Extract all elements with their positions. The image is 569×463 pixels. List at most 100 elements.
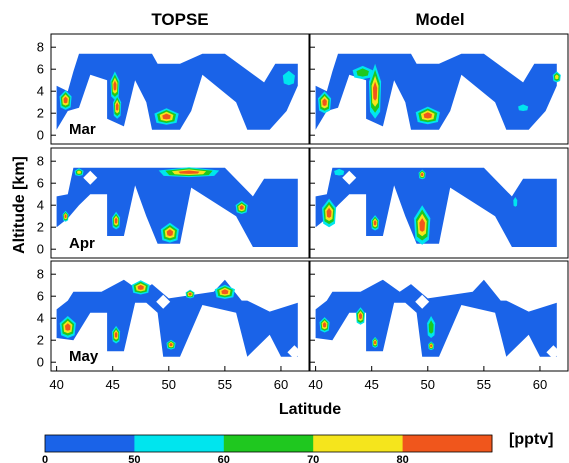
y-tick-label: 2 (37, 220, 44, 235)
contour-feature (518, 104, 529, 111)
panel-frame (309, 33, 569, 145)
contour-feature (113, 80, 117, 91)
month-label: Mar (69, 121, 96, 138)
colorbar-segment (223, 435, 314, 452)
y-tick-label: 6 (37, 176, 44, 191)
contour-feature (334, 168, 345, 176)
contour-feature (420, 172, 424, 177)
y-tick-label: 2 (37, 333, 44, 348)
x-tick-label: 40 (308, 377, 322, 392)
panel-mar-model (315, 53, 561, 131)
month-label: Apr (69, 235, 95, 252)
contour-feature (239, 205, 244, 210)
contour-feature (423, 112, 432, 119)
contour-feature (114, 331, 118, 338)
panel-mar-topse (56, 53, 302, 131)
y-tick-label: 0 (37, 355, 44, 370)
colorbar-tick-label: 60 (218, 454, 230, 463)
panel-apr-topse (56, 167, 298, 247)
data-gap (546, 116, 561, 131)
x-tick-label: 45 (105, 377, 119, 392)
colorbar-tick-label: 50 (128, 454, 140, 463)
y-tick-label: 0 (37, 128, 44, 143)
y-tick-label: 6 (37, 62, 44, 77)
contour-feature (115, 102, 119, 111)
contour-feature (322, 98, 327, 106)
y-tick-label: 8 (37, 154, 44, 169)
y-tick-label: 6 (37, 289, 44, 304)
colorbar-segment (313, 435, 404, 452)
x-tick-label: 55 (477, 377, 491, 392)
y-tick-label: 8 (37, 267, 44, 282)
panel-frame (50, 33, 310, 145)
panel-title-topse: TOPSE (151, 10, 208, 29)
panel-title-model: Model (415, 10, 464, 29)
y-tick-label: 2 (37, 106, 44, 121)
contour-feature (63, 96, 68, 104)
contour-feature (430, 344, 433, 348)
panel-frame (309, 260, 569, 372)
contour-feature (428, 320, 434, 334)
colorbar-tick-label: 80 (396, 454, 408, 463)
contour-feature (162, 113, 171, 120)
panel-frame (50, 147, 310, 259)
contour-feature (65, 323, 71, 331)
contour-feature (373, 81, 378, 101)
contour-feature (282, 70, 295, 86)
data-gap (156, 294, 171, 309)
contour-feature (64, 214, 67, 219)
x-tick-label: 40 (49, 377, 63, 392)
data-gap (342, 170, 357, 185)
y-tick-label: 4 (37, 311, 44, 326)
contour-feature (137, 284, 144, 290)
x-tick-label: 50 (162, 377, 176, 392)
x-tick-label: 45 (364, 377, 378, 392)
x-axis-label: Latitude (279, 401, 341, 418)
y-tick-label: 4 (37, 198, 44, 213)
colorbar-unit: [pptv] (509, 431, 553, 448)
panel-apr-model (315, 167, 557, 247)
data-gap (415, 294, 430, 309)
colorbar-segment (402, 435, 493, 452)
x-tick-label: 55 (218, 377, 232, 392)
contour-feature (356, 68, 369, 77)
contour-feature (221, 289, 229, 295)
contour-feature (374, 340, 377, 345)
contour-feature (419, 218, 425, 232)
panel-may-model (315, 279, 561, 360)
x-tick-label: 50 (421, 377, 435, 392)
colorbar-frame (44, 434, 493, 453)
month-label: May (69, 348, 99, 365)
data-gap (83, 170, 98, 185)
y-tick-label: 4 (37, 84, 44, 99)
data-gap (287, 116, 302, 131)
y-axis-label: Altitude [km] (11, 156, 28, 254)
contour-feature (188, 292, 192, 296)
data-coverage-region (315, 279, 557, 357)
contour-feature (77, 170, 82, 174)
colorbar-tick-label: 70 (307, 454, 319, 463)
data-gap (287, 345, 302, 360)
contour-feature (358, 312, 363, 320)
panel-may-topse (56, 279, 302, 360)
contour-feature (114, 217, 118, 224)
y-tick-label: 0 (37, 242, 44, 257)
panel-frame (50, 260, 310, 372)
y-tick-label: 8 (37, 40, 44, 55)
x-tick-label: 60 (533, 377, 547, 392)
colorbar-segment (134, 435, 225, 452)
colorbar-tick-label: 0 (42, 454, 48, 463)
data-coverage-region (56, 279, 298, 357)
contour-feature (178, 170, 200, 174)
contour-feature (166, 229, 174, 237)
x-tick-label: 60 (274, 377, 288, 392)
contour-feature (555, 74, 559, 80)
colorbar-segment (45, 435, 135, 452)
contour-feature (373, 220, 377, 226)
contour-feature (169, 342, 173, 347)
contour-feature (326, 207, 332, 218)
contour-feature (513, 197, 518, 207)
panel-frame (309, 147, 569, 259)
